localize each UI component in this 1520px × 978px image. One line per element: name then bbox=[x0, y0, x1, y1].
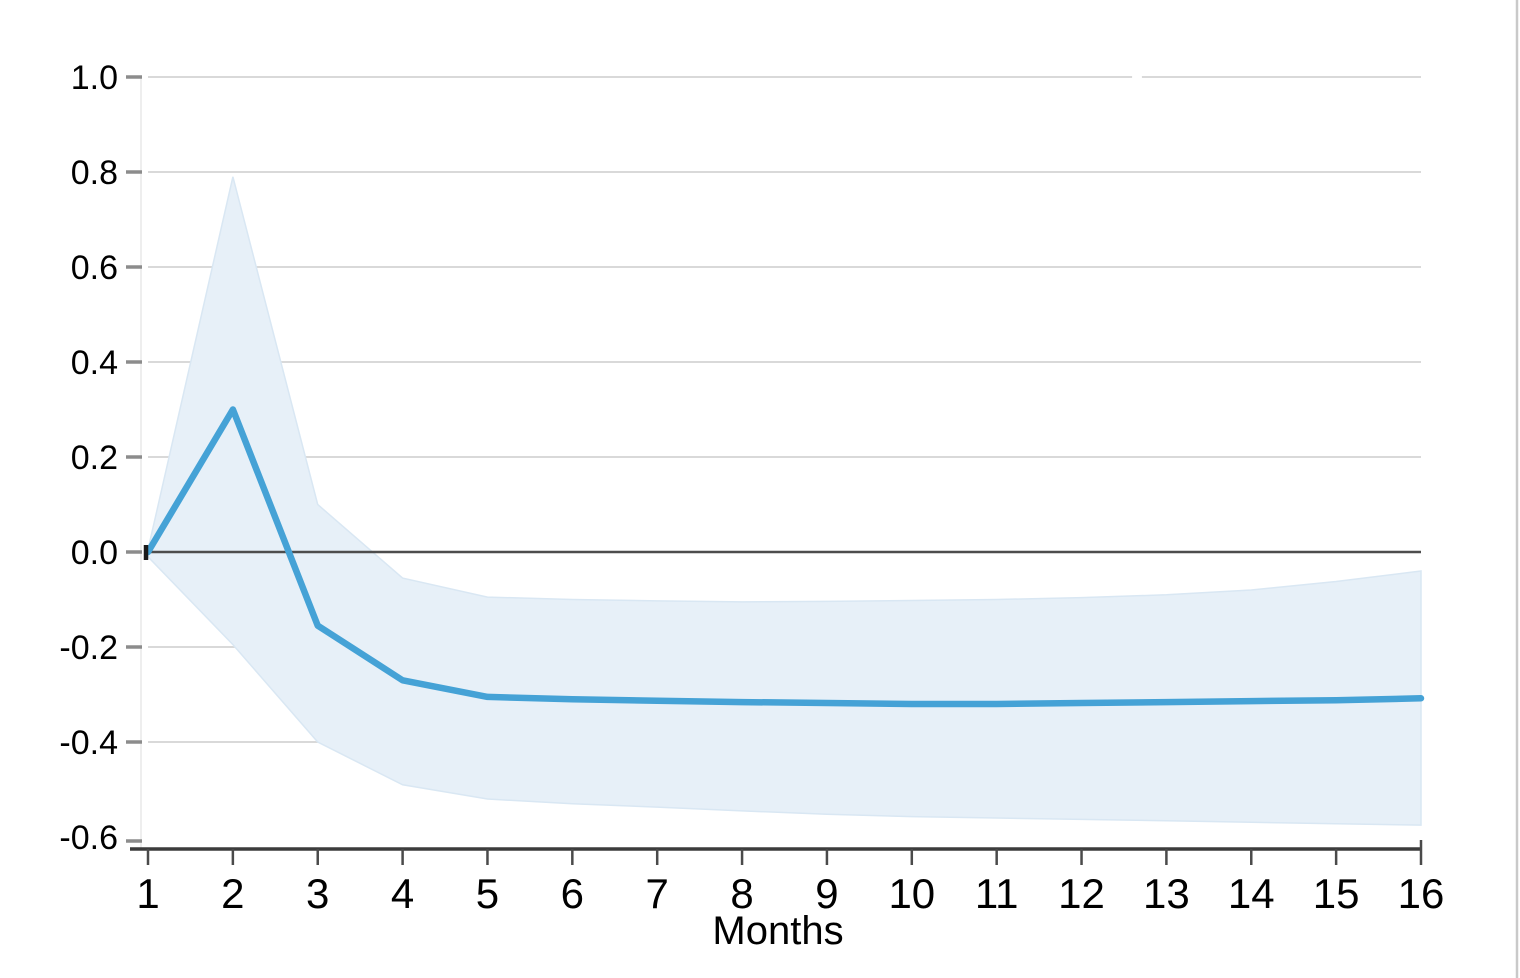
x-tick-label: 2 bbox=[221, 870, 244, 917]
x-tick-label: 14 bbox=[1228, 870, 1275, 917]
y-tick-label: 0.2 bbox=[71, 439, 118, 477]
response-line bbox=[144, 406, 1425, 708]
y-tick-label: -0.6 bbox=[59, 819, 118, 857]
x-tick-label: 8 bbox=[730, 870, 753, 917]
x-tick-label: 3 bbox=[306, 870, 329, 917]
x-axis-title: Months bbox=[712, 909, 843, 953]
y-tick-label: -0.2 bbox=[59, 629, 118, 667]
x-tick-label: 10 bbox=[888, 870, 935, 917]
confidence-band-area bbox=[147, 176, 1422, 826]
x-tick-label: 5 bbox=[476, 870, 499, 917]
impulse-response-polyline bbox=[144, 406, 1425, 708]
x-tick-label: 6 bbox=[561, 870, 584, 917]
x-tick-label: 16 bbox=[1398, 870, 1445, 917]
y-tick-label: 0.0 bbox=[71, 534, 118, 572]
x-tick-label: 1 bbox=[136, 870, 159, 917]
x-tick-label: 9 bbox=[815, 870, 838, 917]
x-tick-label: 13 bbox=[1143, 870, 1190, 917]
x-tick-label: 12 bbox=[1058, 870, 1105, 917]
x-tick-label: 4 bbox=[391, 870, 414, 917]
y-tick-label: 0.4 bbox=[71, 344, 118, 382]
gridline-gap-artifact bbox=[1132, 72, 1142, 82]
confidence-band bbox=[147, 176, 1422, 826]
y-axis: 1.0 0.8 0.6 0.4 0.2 0.0 -0.2 -0.4 -0.6 bbox=[59, 59, 142, 857]
y-tick-label: 0.6 bbox=[71, 249, 118, 287]
y-tick-label: 0.8 bbox=[71, 154, 118, 192]
x-tick-label: 7 bbox=[646, 870, 669, 917]
x-tick-label: 11 bbox=[975, 870, 1019, 917]
y-tick-label: -0.4 bbox=[59, 724, 118, 762]
x-axis: 1 2 3 4 5 6 7 8 9 10 11 12 13 14 15 16 bbox=[130, 840, 1444, 917]
y-tick-label: 1.0 bbox=[71, 59, 118, 97]
gridline-gap-dot bbox=[1132, 72, 1142, 82]
x-tick-label: 15 bbox=[1313, 870, 1360, 917]
